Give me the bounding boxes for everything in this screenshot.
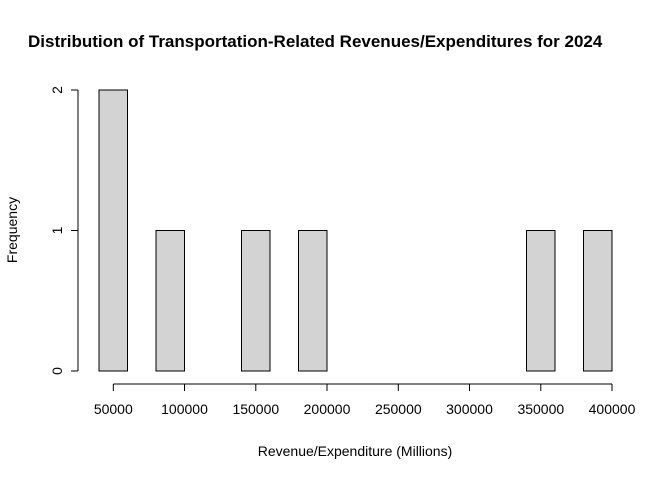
x-tick-label: 250000 (375, 401, 422, 417)
y-tick-label: 2 (49, 86, 65, 94)
histogram-bar (241, 230, 271, 372)
x-tick-label: 350000 (517, 401, 564, 417)
x-tick-label: 100000 (161, 401, 208, 417)
bars-group (98, 89, 613, 372)
x-tick-label: 400000 (589, 401, 636, 417)
histogram-bar (583, 230, 613, 372)
chart-title: Distribution of Transportation-Related R… (28, 32, 603, 51)
y-tick-label: 0 (49, 367, 65, 375)
y-axis-label: Frequency (4, 197, 20, 263)
histogram-bar (298, 230, 328, 372)
x-axis: 50000 100000 150000 200000 250000 300000 35000… (94, 383, 636, 417)
x-tick-label: 150000 (232, 401, 279, 417)
x-tick-label: 200000 (304, 401, 351, 417)
histogram-bar (98, 89, 128, 372)
histogram-bar (155, 230, 185, 372)
x-tick-label: 50000 (94, 401, 133, 417)
y-axis: 0 1 2 (49, 86, 79, 375)
histogram-bar (526, 230, 556, 372)
y-tick-label: 1 (49, 226, 65, 234)
x-axis-label: Revenue/Expenditure (Millions) (258, 443, 453, 459)
x-tick-label: 300000 (446, 401, 493, 417)
